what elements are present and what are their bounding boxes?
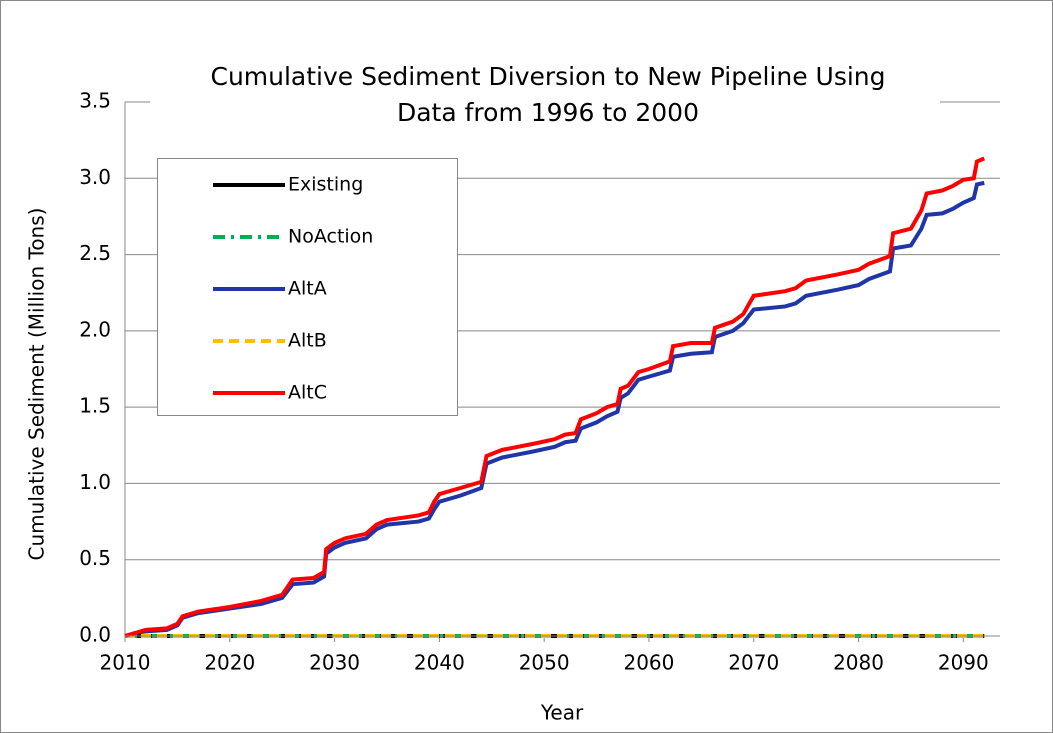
y-tick-label: 0.0 bbox=[79, 623, 111, 647]
x-tick-label: 2090 bbox=[938, 651, 989, 675]
x-tick-label: 2080 bbox=[833, 651, 884, 675]
chart-title: Data from 1996 to 2000 bbox=[397, 98, 699, 127]
y-tick-label: 3.0 bbox=[79, 165, 111, 189]
chart-title: Cumulative Sediment Diversion to New Pip… bbox=[210, 62, 885, 91]
y-tick-label: 2.5 bbox=[79, 241, 111, 265]
x-tick-label: 2040 bbox=[414, 651, 465, 675]
x-tick-label: 2060 bbox=[623, 651, 674, 675]
legend-label: Existing bbox=[288, 174, 363, 196]
x-tick-label: 2070 bbox=[728, 651, 779, 675]
x-tick-label: 2020 bbox=[204, 651, 255, 675]
legend-label: AltA bbox=[288, 278, 327, 300]
x-tick-label: 2030 bbox=[309, 651, 360, 675]
y-tick-label: 2.0 bbox=[79, 317, 111, 341]
legend-label: AltB bbox=[288, 330, 327, 352]
x-tick-label: 2010 bbox=[100, 651, 151, 675]
x-axis-label: Year bbox=[540, 701, 584, 725]
x-tick-label: 2050 bbox=[519, 651, 570, 675]
series-line bbox=[124, 156, 986, 638]
y-tick-label: 1.0 bbox=[79, 470, 111, 494]
legend-label: NoAction bbox=[288, 226, 373, 248]
legend-label: AltC bbox=[288, 382, 327, 404]
title-bg bbox=[150, 60, 940, 135]
y-tick-label: 1.5 bbox=[79, 394, 111, 418]
y-axis-label: Cumulative Sediment (Million Tons) bbox=[25, 208, 49, 561]
y-tick-label: 0.5 bbox=[79, 546, 111, 570]
y-tick-label: 3.5 bbox=[79, 89, 111, 113]
legend-box bbox=[157, 158, 458, 416]
series-line bbox=[124, 180, 985, 638]
